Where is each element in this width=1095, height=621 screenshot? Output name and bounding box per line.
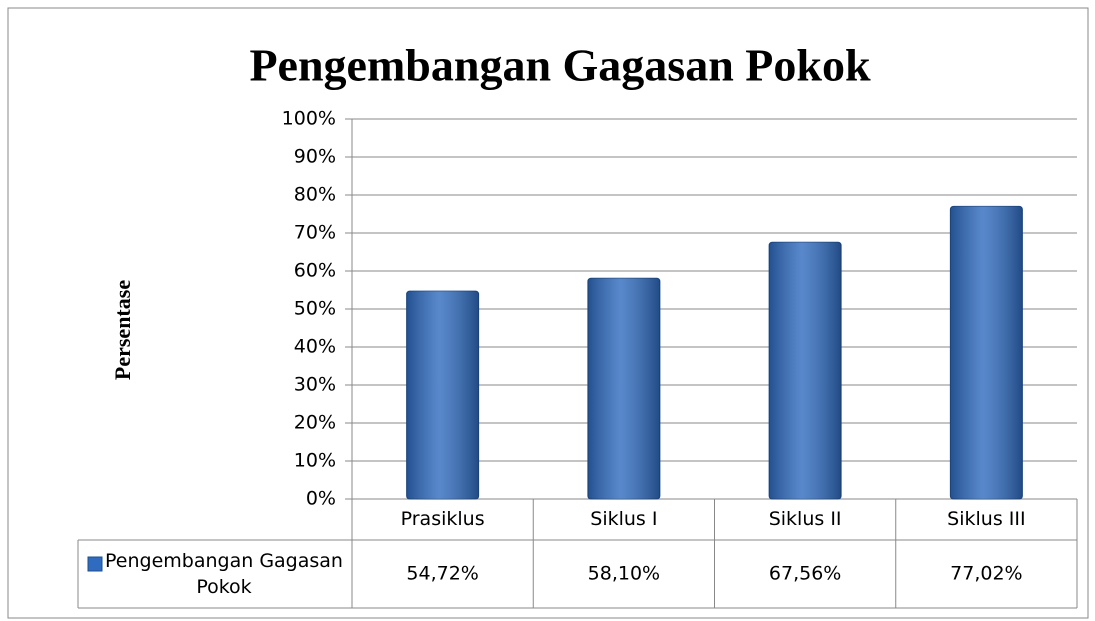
data-label: 77,02% [950, 563, 1022, 585]
y-tick-label: 20% [294, 412, 336, 434]
chart-border [7, 7, 1089, 619]
legend-cell: Pengembangan Gagasan Pokok [105, 550, 343, 598]
y-tick-label: 30% [294, 374, 336, 396]
bar-shine [406, 291, 479, 499]
legend-label: Pengembangan Gagasan Pokok [105, 550, 343, 598]
data-label: 67,56% [769, 563, 841, 585]
y-tick-label: 90% [294, 146, 336, 168]
y-tick-label: 40% [294, 336, 336, 358]
legend-marker [87, 556, 103, 572]
data-label: 54,72% [406, 563, 478, 585]
y-tick-label: 10% [294, 450, 336, 472]
y-tick-label: 80% [294, 184, 336, 206]
x-tick-label: Siklus II [769, 508, 842, 530]
y-tick-label: 100% [282, 108, 336, 130]
x-tick-label: Prasiklus [401, 508, 485, 530]
y-tick-label: 60% [294, 260, 336, 282]
bar-shine [950, 206, 1023, 499]
bar-shine [587, 278, 660, 499]
y-tick-label: 0% [306, 488, 336, 510]
x-tick-label: Siklus III [947, 508, 1025, 530]
bar-shine [769, 242, 842, 499]
y-tick-label: 70% [294, 222, 336, 244]
x-tick-label: Siklus I [590, 508, 657, 530]
y-tick-label: 50% [294, 298, 336, 320]
chart-title: Pengembangan Gagasan Pokok [249, 40, 871, 91]
data-label: 58,10% [588, 563, 660, 585]
y-axis-label: Persentase [110, 280, 135, 380]
